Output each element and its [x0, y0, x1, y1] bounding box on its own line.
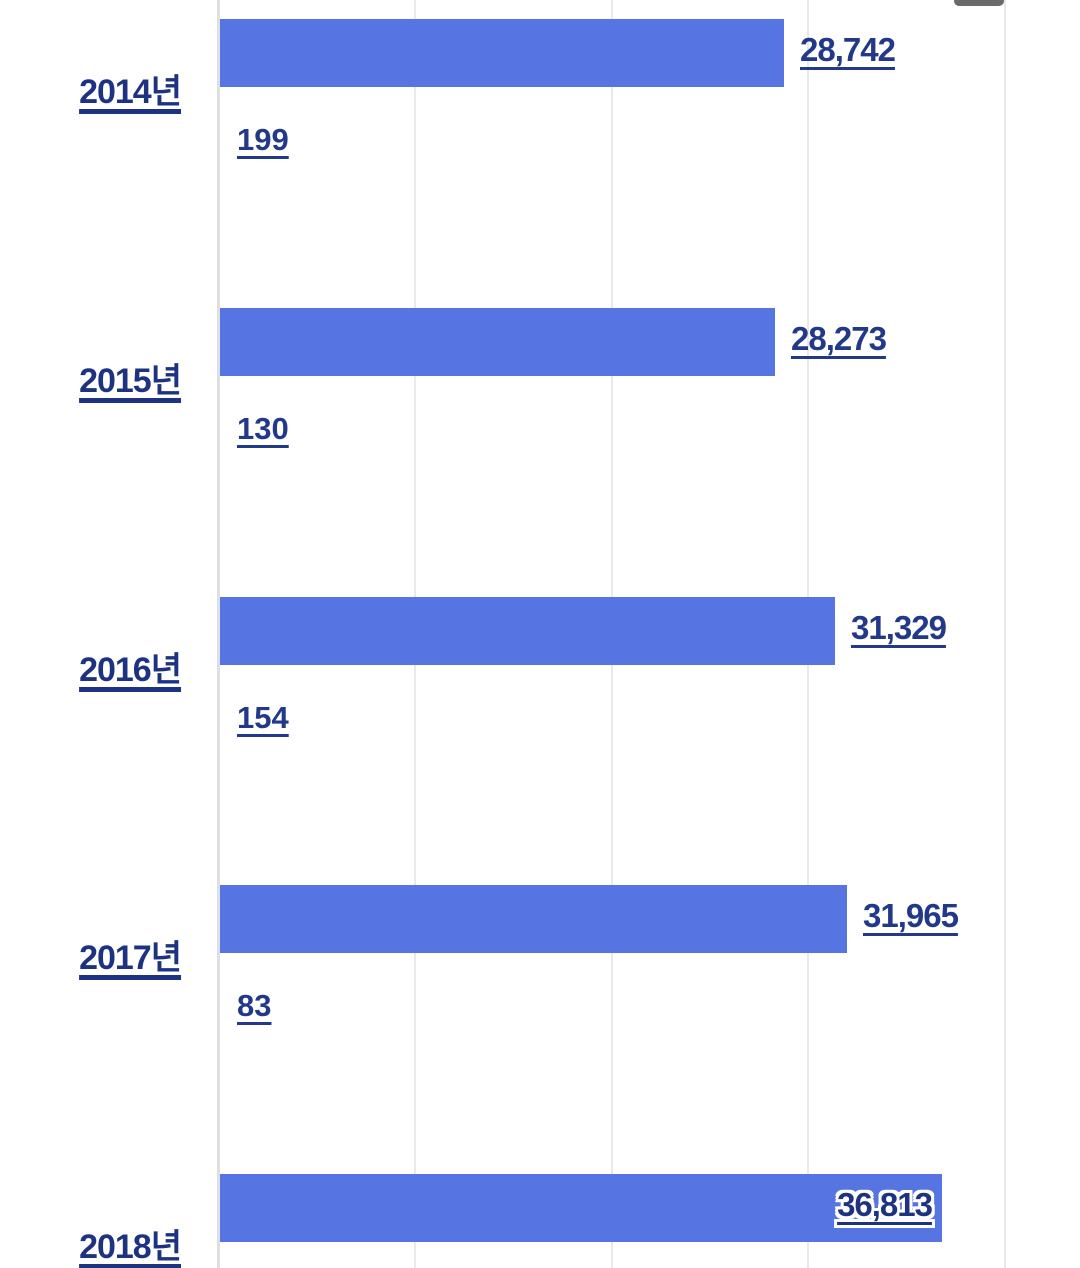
secondary-value-label[interactable]: 130 — [237, 411, 289, 446]
value-label[interactable]: 28,273 — [791, 320, 887, 357]
secondary-value-label[interactable]: 154 — [237, 700, 289, 735]
category-label[interactable]: 2015년 — [79, 362, 182, 400]
category-label[interactable]: 2014년 — [79, 73, 182, 111]
bar-2016년[interactable] — [220, 597, 835, 665]
secondary-value-label[interactable]: 83 — [237, 988, 272, 1023]
secondary-value-label[interactable]: 199 — [237, 122, 289, 157]
bar-2015년[interactable] — [220, 308, 775, 376]
value-label[interactable]: 28,742 — [800, 31, 896, 68]
category-label[interactable]: 2017년 — [79, 939, 182, 977]
value-label[interactable]: 31,965 — [863, 897, 959, 934]
value-label[interactable]: 31,329 — [851, 609, 947, 646]
bar-2014년[interactable] — [220, 19, 784, 87]
category-label[interactable]: 2018년 — [79, 1228, 182, 1266]
gridline-x-40000 — [1004, 0, 1006, 1268]
gridline-x-0 — [217, 0, 220, 1268]
cutoff-handle — [954, 0, 1004, 6]
category-label[interactable]: 2016년 — [79, 651, 182, 689]
bar-2017년[interactable] — [220, 885, 847, 953]
value-label[interactable]: 36,813 — [837, 1186, 933, 1223]
bar-2018년[interactable] — [220, 1174, 942, 1242]
